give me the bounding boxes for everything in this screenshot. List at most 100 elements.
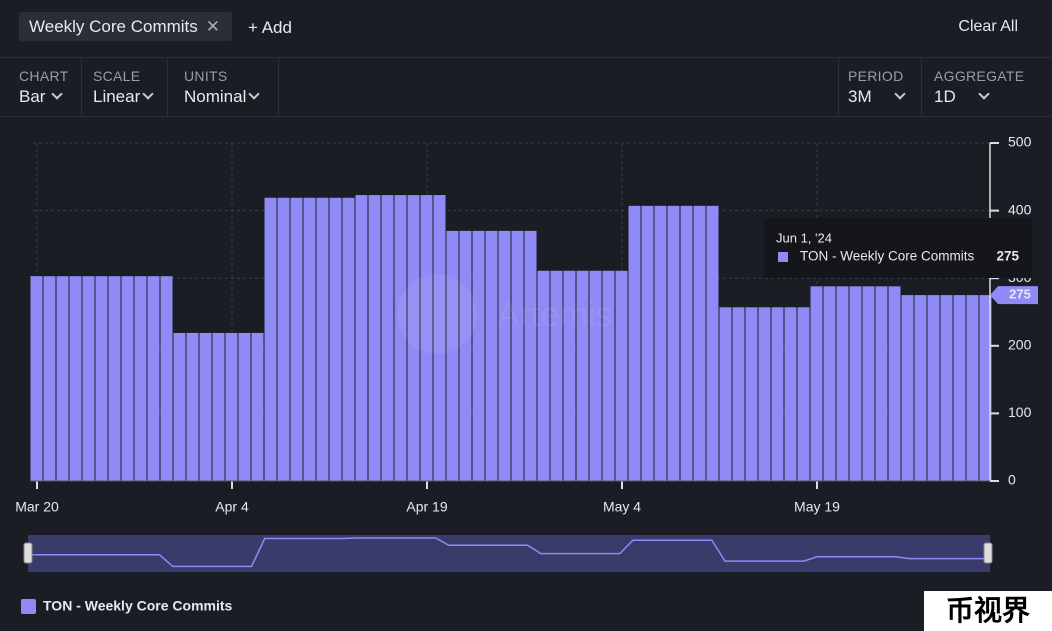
legend-label: TON - Weekly Core Commits (43, 598, 233, 614)
bar (784, 307, 797, 481)
control[interactable]: AGGREGATE 1D (925, 58, 1035, 116)
bar (563, 270, 576, 481)
bar (732, 307, 745, 481)
control-label: AGGREGATE (934, 68, 1025, 84)
bar (901, 295, 914, 481)
bar (758, 307, 771, 481)
bar (927, 295, 940, 481)
y-tick-label: 200 (1008, 337, 1032, 353)
bars (30, 195, 992, 482)
tooltip-date: Jun 1, '24 (776, 230, 832, 245)
controls: CHART Bar SCALE Linear UNITS Nominal PERIOD… (0, 58, 1052, 117)
control[interactable]: CHART Bar (10, 58, 82, 116)
y-tick-label: 100 (1008, 404, 1032, 420)
bar (433, 195, 446, 481)
navigator[interactable] (23, 535, 993, 572)
bar (251, 332, 264, 481)
bar (225, 332, 238, 481)
bar (329, 197, 342, 482)
tooltip-series: TON - Weekly Core Commits (800, 249, 975, 264)
bar (290, 197, 303, 482)
bar (914, 295, 927, 481)
bar (849, 286, 862, 481)
bar (745, 307, 758, 481)
bar (238, 332, 251, 481)
bar (82, 276, 95, 481)
bar (641, 205, 654, 482)
bar (940, 295, 953, 481)
toolbar: Weekly Core Commits ✕ + Add Clear All (0, 0, 1052, 58)
bar (719, 307, 732, 481)
bar (836, 286, 849, 481)
bar (511, 230, 524, 481)
bar (654, 205, 667, 482)
control-label: UNITS (184, 68, 228, 84)
control-value: Bar (19, 87, 81, 107)
bar (875, 286, 888, 481)
control-label: SCALE (93, 68, 141, 84)
metric-tag[interactable]: Weekly Core Commits ✕ (19, 12, 233, 41)
control[interactable]: SCALE Linear (84, 58, 168, 116)
value-tag (990, 286, 1038, 305)
legend: TON - Weekly Core Commits (21, 598, 233, 614)
bar (589, 270, 602, 481)
bar (979, 295, 992, 481)
bar (966, 295, 979, 481)
bar (888, 286, 901, 481)
bar (693, 205, 706, 482)
bar (576, 270, 589, 481)
bar (277, 197, 290, 482)
bar (862, 286, 875, 481)
bar (160, 276, 173, 481)
x-tick-label: May 19 (794, 499, 840, 515)
bar (56, 276, 69, 481)
value-tag-label: 275 (1009, 287, 1031, 302)
value-text: 3M (848, 87, 872, 106)
control[interactable]: PERIOD 3M (838, 58, 922, 116)
bar (680, 205, 693, 482)
tooltip-value: 275 (996, 249, 1019, 264)
x-tick-label: Apr 19 (406, 499, 447, 515)
tooltip-swatch (778, 252, 788, 262)
navigator-line (28, 537, 988, 568)
navigator-handle (983, 542, 993, 564)
y-tick-label: 0 (1008, 472, 1016, 488)
bar (823, 286, 836, 481)
add-button[interactable]: + Add (248, 18, 292, 37)
bar (615, 270, 628, 481)
bar (43, 276, 56, 481)
watermark: Artemis (497, 296, 612, 334)
bar (368, 195, 381, 481)
bar (394, 195, 407, 481)
x-tick-label: Mar 20 (15, 499, 59, 515)
bar (667, 205, 680, 482)
bar (771, 307, 784, 481)
control[interactable]: UNITS Nominal (175, 58, 279, 116)
navigator-handle (23, 542, 33, 564)
control-value: Nominal (184, 87, 278, 107)
control-value: 3M (848, 87, 921, 107)
clear-button[interactable]: Clear All (958, 18, 1018, 35)
bar (485, 230, 498, 481)
bar (537, 270, 550, 481)
bar (953, 295, 966, 481)
bar (602, 270, 615, 481)
bar (472, 230, 485, 481)
control-label: CHART (19, 68, 69, 84)
corner-watermark: 币视界 (924, 591, 1052, 631)
value-text: Linear (93, 87, 141, 106)
tag-label: Weekly Core Commits (29, 17, 198, 36)
x-tick-label: Apr 4 (215, 499, 249, 515)
bar (342, 197, 355, 482)
bar (30, 276, 43, 481)
bar (524, 230, 537, 481)
bar (134, 276, 147, 481)
bar (121, 276, 134, 481)
bar (407, 195, 420, 481)
bar (810, 286, 823, 481)
tag-close[interactable]: ✕ (205, 17, 221, 36)
value-text: Bar (19, 87, 46, 106)
bar (173, 332, 186, 481)
